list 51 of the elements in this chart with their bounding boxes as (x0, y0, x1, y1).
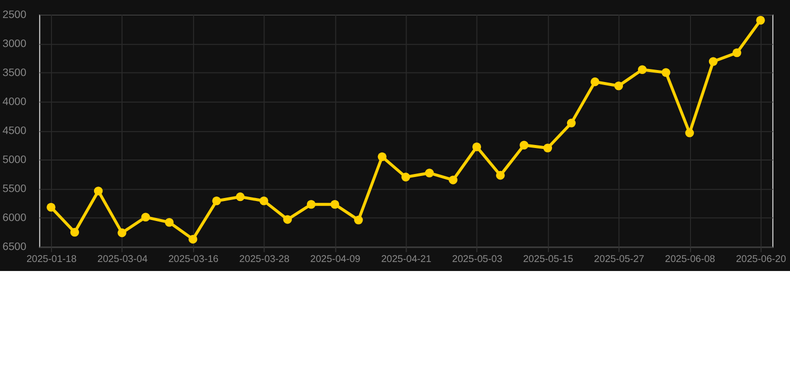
point (662, 68, 670, 77)
point (378, 152, 387, 162)
x-tick-label: 2025-01-18 (26, 254, 78, 265)
point (472, 142, 482, 152)
y-tick-label: 4500 (2, 125, 26, 138)
point (708, 57, 718, 66)
point (260, 196, 268, 206)
point (401, 172, 410, 182)
y-tick-label: 3000 (2, 38, 26, 50)
point (330, 200, 340, 209)
point (306, 200, 316, 209)
point (141, 212, 150, 222)
point (685, 128, 694, 138)
x-tick-label: 2025-05-15 (523, 254, 574, 265)
y-tick-label: 4000 (2, 96, 26, 108)
x-tick-label: 2025-05-27 (594, 254, 644, 265)
x-tick-label: 2025-05-03 (452, 254, 503, 265)
point (236, 192, 245, 202)
point (164, 218, 174, 227)
point (756, 16, 765, 25)
x-tick-label: 2025-03-28 (239, 254, 290, 265)
point (448, 176, 458, 184)
y-tick-label: 3500 (2, 66, 26, 79)
point (94, 186, 103, 196)
point (283, 215, 292, 224)
x-tick-label: 2025-04-21 (381, 254, 432, 265)
point (425, 168, 434, 178)
point (118, 228, 126, 238)
point (614, 82, 624, 90)
x-tick-label: 2025-03-04 (97, 254, 148, 265)
point (354, 216, 363, 224)
point (590, 77, 600, 86)
y-tick-label: 6500 (2, 241, 26, 254)
y-tick-label: 5500 (2, 183, 26, 196)
point (46, 202, 56, 212)
point (638, 65, 647, 74)
point (543, 144, 552, 152)
x-tick-label: 2025-04-09 (310, 254, 360, 265)
y-tick-label: 6000 (2, 212, 26, 224)
y-tick-label: 2500 (2, 8, 26, 21)
x-tick-label: 2025-06-20 (736, 254, 787, 265)
x-tick-label: 2025-03-16 (168, 254, 220, 265)
point (732, 48, 742, 58)
point (188, 234, 198, 244)
point (496, 170, 505, 180)
y-tick-label: 5000 (2, 154, 26, 166)
x-tick-label: 2025-06-08 (665, 254, 716, 265)
point (70, 228, 80, 237)
point (212, 196, 221, 206)
point (566, 118, 576, 128)
point (520, 140, 528, 150)
